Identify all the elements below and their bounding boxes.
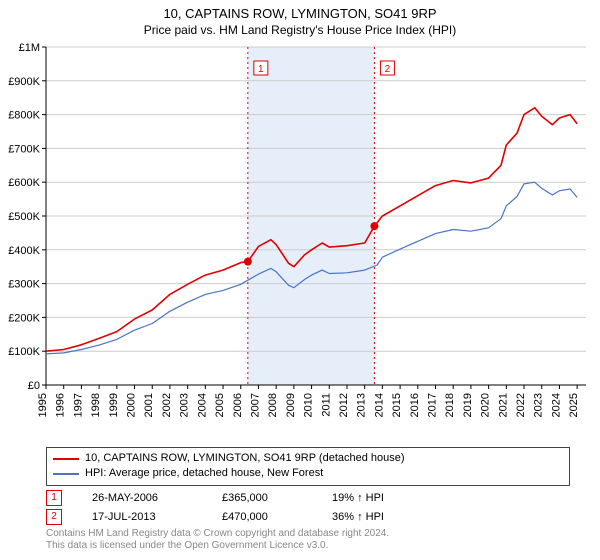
legend-swatch-property xyxy=(53,458,79,460)
svg-text:2016: 2016 xyxy=(409,393,421,417)
svg-text:2025: 2025 xyxy=(568,393,580,417)
svg-text:2001: 2001 xyxy=(143,393,155,417)
svg-text:2020: 2020 xyxy=(480,393,492,417)
chart-title: 10, CAPTAINS ROW, LYMINGTON, SO41 9RP xyxy=(0,0,600,23)
legend: 10, CAPTAINS ROW, LYMINGTON, SO41 9RP (d… xyxy=(46,447,570,486)
sale-date: 26-MAY-2006 xyxy=(92,492,192,504)
footer-attribution: Contains HM Land Registry data © Crown c… xyxy=(46,528,570,553)
svg-text:£1M: £1M xyxy=(19,42,40,54)
sales-table: 1 26-MAY-2006 £365,000 19% ↑ HPI 2 17-JU… xyxy=(46,490,570,525)
sale-badge: 2 xyxy=(46,509,62,525)
svg-text:£900K: £900K xyxy=(8,76,40,88)
svg-text:£600K: £600K xyxy=(8,177,40,189)
sale-hpi: 19% ↑ HPI xyxy=(332,492,384,504)
svg-text:2024: 2024 xyxy=(550,393,562,417)
svg-text:2005: 2005 xyxy=(214,393,226,417)
svg-text:£400K: £400K xyxy=(8,245,40,257)
svg-text:1996: 1996 xyxy=(55,393,67,417)
svg-text:2017: 2017 xyxy=(427,393,439,417)
svg-text:2003: 2003 xyxy=(179,393,191,417)
svg-text:£300K: £300K xyxy=(8,278,40,290)
sale-date: 17-JUL-2013 xyxy=(92,511,192,523)
sale-row: 1 26-MAY-2006 £365,000 19% ↑ HPI xyxy=(46,490,570,506)
svg-text:£200K: £200K xyxy=(8,312,40,324)
svg-text:1997: 1997 xyxy=(72,393,84,417)
sale-price: £365,000 xyxy=(222,492,302,504)
svg-text:2019: 2019 xyxy=(462,393,474,417)
svg-text:2015: 2015 xyxy=(391,393,403,417)
footer-line-1: Contains HM Land Registry data © Crown c… xyxy=(46,528,570,541)
svg-text:2023: 2023 xyxy=(533,393,545,417)
legend-item-property: 10, CAPTAINS ROW, LYMINGTON, SO41 9RP (d… xyxy=(53,451,563,466)
svg-text:1999: 1999 xyxy=(108,393,120,417)
legend-swatch-hpi xyxy=(53,473,79,475)
svg-text:2: 2 xyxy=(385,64,391,75)
svg-text:£500K: £500K xyxy=(8,211,40,223)
sale-badge: 1 xyxy=(46,490,62,506)
svg-text:2012: 2012 xyxy=(338,393,350,417)
sale-hpi: 36% ↑ HPI xyxy=(332,511,384,523)
svg-text:1995: 1995 xyxy=(37,393,49,417)
svg-text:1: 1 xyxy=(258,64,264,75)
chart-container: 10, CAPTAINS ROW, LYMINGTON, SO41 9RP Pr… xyxy=(0,0,600,560)
footer-line-2: This data is licensed under the Open Gov… xyxy=(46,540,570,553)
sale-row: 2 17-JUL-2013 £470,000 36% ↑ HPI xyxy=(46,509,570,525)
svg-text:2009: 2009 xyxy=(285,393,297,417)
svg-text:2018: 2018 xyxy=(444,393,456,417)
svg-text:2002: 2002 xyxy=(161,393,173,417)
chart-svg: £0 £100K £200K £300K £400K £500K £600K £700K £80… xyxy=(0,41,600,441)
svg-text:2010: 2010 xyxy=(303,393,315,417)
svg-text:1998: 1998 xyxy=(90,393,102,417)
svg-text:2006: 2006 xyxy=(232,393,244,417)
svg-text:£800K: £800K xyxy=(8,109,40,121)
svg-text:2022: 2022 xyxy=(515,393,527,417)
svg-text:2004: 2004 xyxy=(196,393,208,417)
svg-text:2007: 2007 xyxy=(249,393,261,417)
svg-text:2021: 2021 xyxy=(497,393,509,417)
chart-area: £0 £100K £200K £300K £400K £500K £600K £700K £80… xyxy=(0,41,600,441)
legend-label-hpi: HPI: Average price, detached house, New … xyxy=(85,466,323,481)
svg-text:2011: 2011 xyxy=(320,393,332,417)
svg-text:2000: 2000 xyxy=(126,393,138,417)
legend-label-property: 10, CAPTAINS ROW, LYMINGTON, SO41 9RP (d… xyxy=(85,451,405,466)
svg-text:£100K: £100K xyxy=(8,346,40,358)
svg-text:2014: 2014 xyxy=(373,393,385,417)
svg-text:2013: 2013 xyxy=(356,393,368,417)
chart-subtitle: Price paid vs. HM Land Registry's House … xyxy=(0,23,600,41)
svg-text:2008: 2008 xyxy=(267,393,279,417)
sale-price: £470,000 xyxy=(222,511,302,523)
svg-text:£700K: £700K xyxy=(8,143,40,155)
legend-item-hpi: HPI: Average price, detached house, New … xyxy=(53,466,563,481)
svg-text:£0: £0 xyxy=(28,380,40,392)
